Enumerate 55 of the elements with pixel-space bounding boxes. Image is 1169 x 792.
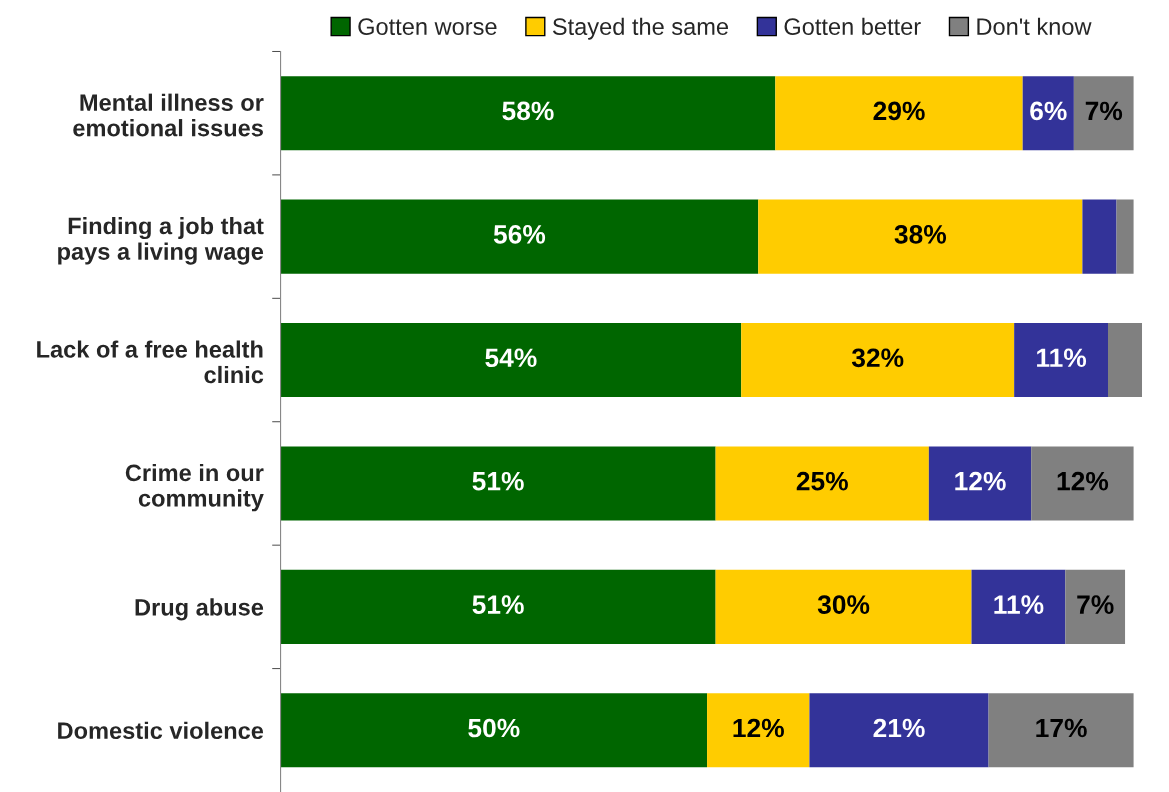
bar: [1082, 199, 1117, 274]
bar: [715, 569, 972, 644]
data-label: 50%: [468, 718, 520, 738]
data-label: 7%: [1085, 101, 1123, 121]
bar: [775, 76, 1023, 151]
legend-label: Gotten worse: [358, 18, 497, 36]
bar: [1031, 446, 1134, 521]
bar: [1065, 569, 1126, 644]
bar: [280, 76, 776, 151]
bar: [1073, 76, 1134, 151]
y-tick-label: Domestic violence: [58, 721, 264, 740]
data-label: 11%: [1037, 348, 1087, 368]
data-label: 58%: [502, 101, 554, 121]
bar: [741, 323, 1015, 398]
bar: [1014, 323, 1108, 398]
data-label: 38%: [894, 225, 947, 244]
data-label: 7%: [1077, 595, 1114, 614]
data-label: 6%: [1030, 101, 1067, 121]
data-label: 11%: [994, 595, 1044, 614]
bar: [928, 446, 1032, 521]
data-label: 29%: [873, 101, 925, 121]
bar: [988, 693, 1134, 768]
data-label: 21%: [873, 718, 925, 738]
data-label: 12%: [733, 718, 784, 738]
bar: [280, 569, 716, 644]
bar: [280, 693, 708, 768]
data-label: 51%: [472, 471, 524, 491]
legend-label: Stayed the same: [552, 17, 728, 40]
bar: [1116, 199, 1134, 274]
bar: [1107, 323, 1143, 398]
data-label: 54%: [485, 348, 537, 368]
bar: [1022, 76, 1074, 151]
data-label: 17%: [1036, 718, 1087, 738]
data-label: 30%: [817, 595, 870, 614]
y-tick-label: Lack of a free health clinic: [37, 340, 264, 384]
bar: [809, 693, 989, 768]
legend-label: Gotten better: [784, 17, 921, 36]
bar: [280, 199, 759, 274]
data-label: 51%: [472, 595, 524, 614]
y-tick-label: Mental illness or emotional issues: [73, 93, 264, 137]
bar: [280, 446, 716, 521]
bar: [758, 199, 1083, 274]
data-label: 12%: [955, 471, 1006, 491]
bar: [280, 323, 742, 398]
data-label: 56%: [493, 225, 546, 244]
bar: [715, 446, 929, 521]
legend-label: Don't know: [977, 17, 1092, 36]
bar: [707, 693, 810, 768]
data-label: 32%: [851, 348, 904, 368]
bar: [971, 569, 1066, 644]
y-tick-label: Drug abuse: [135, 598, 264, 621]
y-tick-label: Finding a job that pays a living wage: [58, 217, 264, 265]
data-label: 12%: [1057, 471, 1109, 491]
data-label: 25%: [796, 471, 848, 491]
y-tick-label: Crime in our community: [125, 463, 264, 512]
